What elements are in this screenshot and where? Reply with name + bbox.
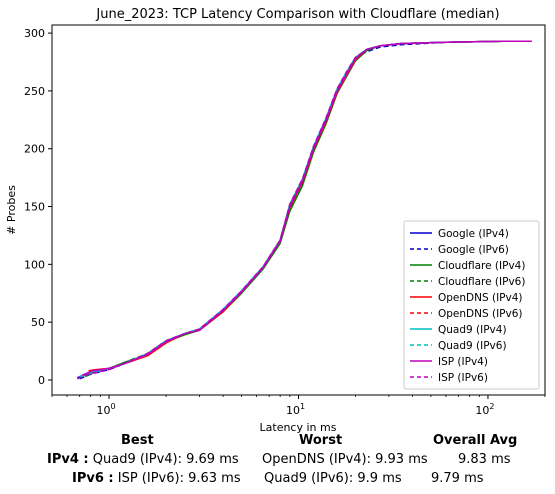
legend-label: Google (IPv4) xyxy=(438,228,509,240)
x-tick-label: 102 xyxy=(475,402,494,417)
stats-ipv6-worst: Quad9 (IPv6): 9.9 ms xyxy=(264,471,402,486)
y-tick-label: 50 xyxy=(31,316,45,329)
legend-label: OpenDNS (IPv6) xyxy=(438,308,523,320)
stats-ipv6-avg: 9.79 ms xyxy=(431,471,484,486)
plot-area xyxy=(77,40,532,380)
stats-header-worst: Worst xyxy=(299,433,343,448)
chart-title: June_2023: TCP Latency Comparison with C… xyxy=(95,7,499,22)
legend-label: ISP (IPv6) xyxy=(438,372,488,384)
stats-ipv4-worst: OpenDNS (IPv4): 9.93 ms xyxy=(262,452,428,467)
axes-ticks: 0 50 100 150 200 250 300 100 101 102 xyxy=(24,27,546,417)
x-tick-label: 100 xyxy=(96,402,115,417)
stats-ipv6-label: IPv6 : xyxy=(72,471,114,486)
legend-label: Cloudflare (IPv4) xyxy=(438,260,525,272)
y-tick-label: 200 xyxy=(24,143,45,156)
y-tick-label: 250 xyxy=(24,85,45,98)
legend-label: ISP (IPv4) xyxy=(438,356,488,368)
y-tick-label: 300 xyxy=(24,27,45,40)
legend: Google (IPv4) Google (IPv6) Cloudflare (IP… xyxy=(403,220,540,390)
stats-row-ipv6: IPv6 : ISP (IPv6): 9.63 ms xyxy=(72,471,241,486)
legend-box xyxy=(403,220,540,390)
legend-label: Quad9 (IPv6) xyxy=(438,340,507,352)
y-axis-label: # Probes xyxy=(5,185,18,235)
series-line-9 xyxy=(77,40,532,380)
stats-row-ipv4: IPv4 : Quad9 (IPv4): 9.69 ms xyxy=(47,452,239,467)
stats-ipv6-best: ISP (IPv6): 9.63 ms xyxy=(117,471,241,486)
stats-header-overall-avg: Overall Avg xyxy=(433,433,518,448)
y-tick-label: 0 xyxy=(38,374,45,387)
y-tick-label: 100 xyxy=(24,258,45,271)
stats-ipv4-avg: 9.83 ms xyxy=(458,452,511,467)
y-tick-label: 150 xyxy=(24,201,45,214)
legend-label: Quad9 (IPv4) xyxy=(438,324,507,336)
x-tick-label: 101 xyxy=(286,402,305,417)
legend-label: Google (IPv6) xyxy=(438,244,509,256)
legend-label: OpenDNS (IPv4) xyxy=(438,292,523,304)
x-axis-label: Latency in ms xyxy=(260,421,337,434)
stats-ipv4-label: IPv4 : xyxy=(47,452,89,467)
legend-label: Cloudflare (IPv6) xyxy=(438,276,525,288)
stats-ipv4-best: Quad9 (IPv4): 9.69 ms xyxy=(92,452,239,467)
stats-header-best: Best xyxy=(121,433,154,448)
